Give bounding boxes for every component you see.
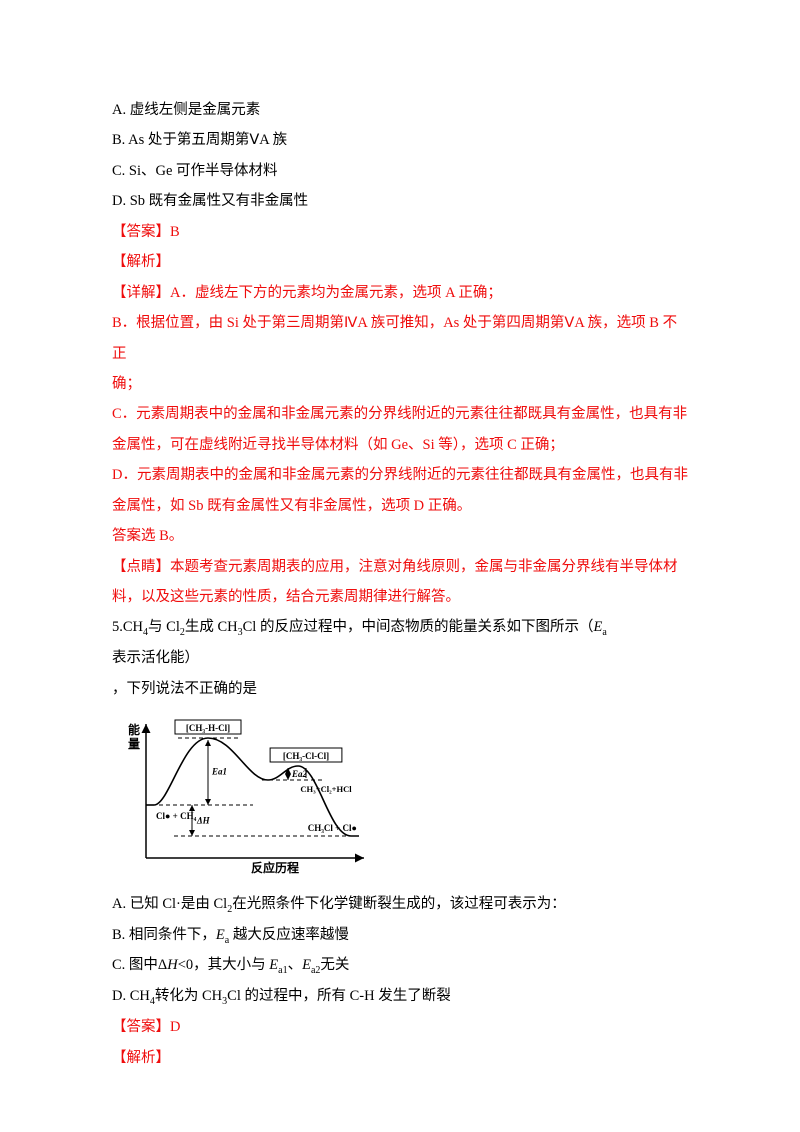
- q5c-e2: E: [302, 957, 311, 973]
- detail-c-2: 金属性，可在虚线附近寻找半导体材料（如 Ge、Si 等），选项 C 正确；: [112, 430, 688, 460]
- document-page: A. 虚线左侧是金属元素 B. As 处于第五周期第ⅤA 族 C. Si、Ge …: [0, 0, 800, 1132]
- svg-text:量: 量: [128, 737, 140, 751]
- svg-text:[CH₃‑H‑Cl]: [CH₃‑H‑Cl]: [186, 723, 230, 733]
- q5b-pre: B. 相同条件下，: [112, 927, 216, 943]
- energy-diagram-svg: 能量 [CH₃‑H‑Cl] [CH₃‑Cl‑Cl] CH₃+Cl₂+HCl Cl● + …: [116, 710, 376, 875]
- svg-text:Ea1: Ea1: [211, 767, 227, 777]
- q5-stem-line2: ，下列说法不正确的是: [112, 674, 688, 704]
- answer2-label: 【答案】D: [112, 1012, 688, 1042]
- q5c-mid: <0，其大小与: [178, 957, 270, 973]
- svg-text:Cl● + CH₄: Cl● + CH₄: [156, 811, 197, 821]
- q5-ea: E: [593, 619, 602, 635]
- q5c-sep: 、: [288, 957, 303, 973]
- q5d-pre: D. CH: [112, 988, 150, 1004]
- detail-b-1: B．根据位置，由 Si 处于第三周期第ⅣA 族可推知，As 处于第四周期第ⅤA …: [112, 308, 688, 369]
- q5c-post: 无关: [320, 957, 349, 973]
- q5-t5: 表示活化能）: [112, 650, 199, 666]
- q5a-pre: A. 已知 Cl·是由 Cl: [112, 896, 227, 912]
- q5c-e2-sub: a2: [311, 965, 320, 976]
- q5b-ea: E: [216, 927, 225, 943]
- detail-d-2: 金属性，如 Sb 既有金属性又有非金属性，选项 D 正确。: [112, 491, 688, 521]
- detail-b-2: 确；: [112, 369, 688, 399]
- detail-a: 【详解】A．虚线左下方的元素均为金属元素，选项 A 正确；: [112, 278, 688, 308]
- analysis-label: 【解析】: [112, 247, 688, 277]
- q5-option-a: A. 已知 Cl·是由 Cl2在光照条件下化学键断裂生成的，该过程可表示为：: [112, 889, 688, 920]
- energy-diagram: 能量 [CH₃‑H‑Cl] [CH₃‑Cl‑Cl] CH₃+Cl₂+HCl Cl● + …: [112, 710, 688, 886]
- q5-option-b: B. 相同条件下，Ea 越大反应速率越慢: [112, 920, 688, 951]
- q5c-e1: E: [269, 957, 278, 973]
- answer-line: 答案选 B。: [112, 521, 688, 551]
- q5-stem-line1: 5.CH4与 Cl2生成 CH3Cl 的反应过程中，中间态物质的能量关系如下图所…: [112, 612, 688, 673]
- q5c-pre: C. 图中Δ: [112, 957, 167, 973]
- q5a-post: 在光照条件下化学键断裂生成的，该过程可表示为：: [232, 896, 566, 912]
- svg-text:CH₃+Cl₂+HCl: CH₃+Cl₂+HCl: [300, 784, 352, 794]
- q5-t3: 生成 CH: [185, 619, 238, 635]
- option-d: D. Sb 既有金属性又有非金属性: [112, 186, 688, 216]
- q5-t1: 5.CH: [112, 619, 143, 635]
- svg-text:CH₃Cl + Cl●: CH₃Cl + Cl●: [308, 823, 357, 833]
- q5d-post: Cl 的过程中，所有 C-H 发生了断裂: [227, 988, 451, 1004]
- svg-text:能: 能: [128, 722, 140, 737]
- svg-text:[CH₃‑Cl‑Cl]: [CH₃‑Cl‑Cl]: [283, 751, 329, 761]
- q5-ea-sub: a: [602, 627, 606, 638]
- q5-option-d: D. CH4转化为 CH3Cl 的过程中，所有 C-H 发生了断裂: [112, 981, 688, 1012]
- detail-d-1: D．元素周期表中的金属和非金属元素的分界线附近的元素往往都既具有金属性，也具有非: [112, 460, 688, 490]
- q5d-mid: 转化为 CH: [155, 988, 222, 1004]
- tip-2: 料，以及这些元素的性质，结合元素周期律进行解答。: [112, 582, 688, 612]
- q5-t2: 与 Cl: [148, 619, 180, 635]
- svg-text:ΔH: ΔH: [196, 816, 211, 826]
- option-a: A. 虚线左侧是金属元素: [112, 95, 688, 125]
- svg-text:Ea2: Ea2: [291, 769, 308, 779]
- q5c-h: H: [167, 957, 177, 973]
- option-c: C. Si、Ge 可作半导体材料: [112, 156, 688, 186]
- q5-t4: Cl 的反应过程中，中间态物质的能量关系如下图所示（: [243, 619, 594, 635]
- q5-option-c: C. 图中ΔH<0，其大小与 Ea1、Ea2无关: [112, 950, 688, 981]
- detail-c-1: C．元素周期表中的金属和非金属元素的分界线附近的元素往往都既具有金属性，也具有非: [112, 399, 688, 429]
- option-b: B. As 处于第五周期第ⅤA 族: [112, 125, 688, 155]
- q5c-e1-sub: a1: [278, 965, 287, 976]
- analysis2-label: 【解析】: [112, 1043, 688, 1073]
- answer-label: 【答案】B: [112, 217, 688, 247]
- svg-text:反应历程: 反应历程: [251, 860, 299, 875]
- q5b-post: 越大反应速率越慢: [229, 927, 349, 943]
- tip-1: 【点睛】本题考查元素周期表的应用，注意对角线原则，金属与非金属分界线有半导体材: [112, 552, 688, 582]
